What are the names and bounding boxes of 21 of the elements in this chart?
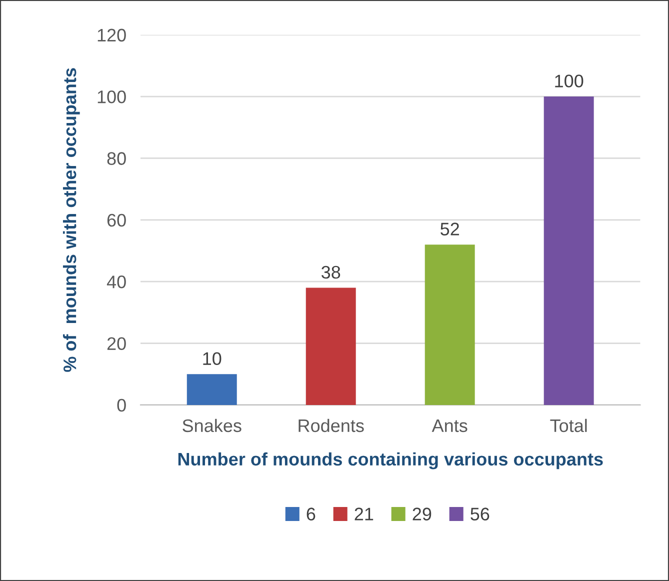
data-label: 52 (440, 222, 459, 236)
x-tick-label: Snakes (182, 418, 242, 432)
x-axis-title: Number of mounds containing various occupants (178, 452, 603, 470)
legend-label: 6 (306, 508, 316, 520)
legend-label: 29 (412, 508, 432, 520)
x-tick-label: Rodents (298, 418, 364, 432)
data-label: 100 (555, 74, 584, 88)
y-tick-label: 0 (117, 398, 126, 412)
data-label: 10 (203, 352, 222, 365)
x-tick-label: Ants (432, 420, 468, 432)
y-tick-label: 40 (106, 276, 126, 288)
y-axis-title: % of mounds with other occupants (62, 68, 80, 372)
y-tick-label: 60 (107, 214, 126, 227)
x-tick-label: Total (550, 418, 587, 432)
y-tick-label: 100 (98, 90, 126, 104)
y-tick-label: 120 (98, 28, 126, 42)
legend-label: 56 (470, 508, 490, 520)
legend-label: 21 (354, 508, 374, 520)
y-tick-label: 20 (107, 337, 126, 350)
y-tick-label: 80 (107, 152, 126, 165)
data-label: 38 (322, 266, 340, 279)
